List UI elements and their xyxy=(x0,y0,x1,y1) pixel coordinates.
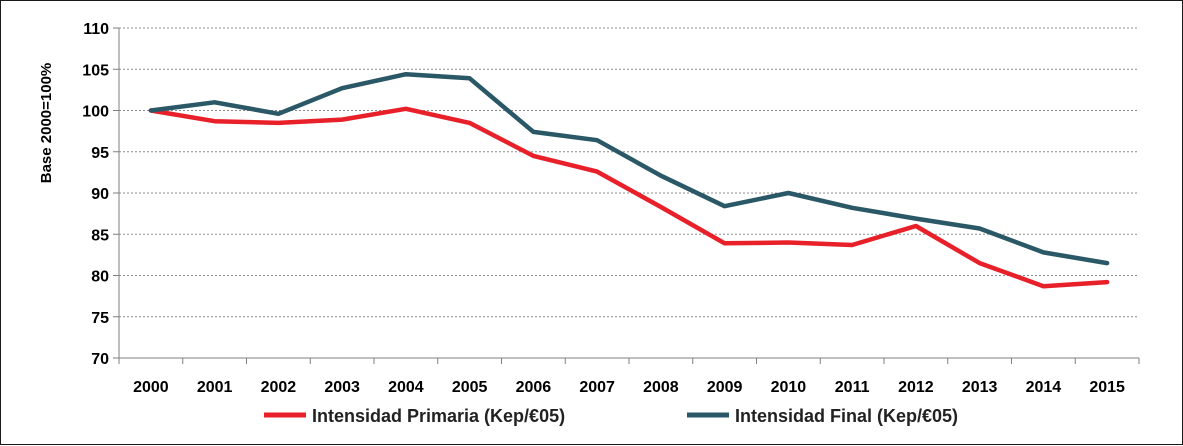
y-axis-label: Base 2000=100% xyxy=(38,63,55,184)
x-tick-label: 2005 xyxy=(452,379,488,396)
x-tick-label: 2009 xyxy=(707,379,743,396)
y-tick-label: 105 xyxy=(82,62,109,79)
y-tick-label: 100 xyxy=(82,104,109,121)
x-tick-label: 2006 xyxy=(516,379,552,396)
x-tick-label: 2013 xyxy=(962,379,998,396)
x-tick-label: 2010 xyxy=(771,379,807,396)
x-tick-label: 2002 xyxy=(261,379,297,396)
y-tick-label: 110 xyxy=(83,21,109,38)
x-tick-label: 2014 xyxy=(1026,379,1062,396)
x-tick-label: 2008 xyxy=(643,379,679,396)
x-tick-label: 2015 xyxy=(1089,379,1125,396)
x-tick-label: 2000 xyxy=(133,379,169,396)
x-tick-label: 2003 xyxy=(324,379,360,396)
x-tick-label: 2004 xyxy=(388,379,424,396)
y-tick-label: 70 xyxy=(91,351,109,368)
x-tick-label: 2001 xyxy=(197,379,233,396)
x-tick-labels: 2000 2001 2002 2003 2004 2005 2006 2007 2008 2009… xyxy=(133,379,1125,396)
legend-label: Intensidad Primaria (Kep/€05) xyxy=(312,406,565,426)
y-tick-label: 85 xyxy=(91,227,109,244)
y-tick-label: 75 xyxy=(91,310,109,327)
x-tick-label: 2011 xyxy=(835,379,870,396)
y-tick-label: 90 xyxy=(91,186,109,203)
x-tick-label: 2007 xyxy=(579,379,615,396)
y-tick-label: 95 xyxy=(91,145,109,162)
x-tick-label: 2012 xyxy=(898,379,934,396)
y-tick-labels: 70 75 80 85 90 95 100 105 110 xyxy=(82,21,109,368)
y-tick-label: 80 xyxy=(91,269,109,286)
legend: Intensidad Primaria (Kep/€05) Intensidad … xyxy=(264,406,958,426)
legend-label: Intensidad Final (Kep/€05) xyxy=(735,406,958,426)
